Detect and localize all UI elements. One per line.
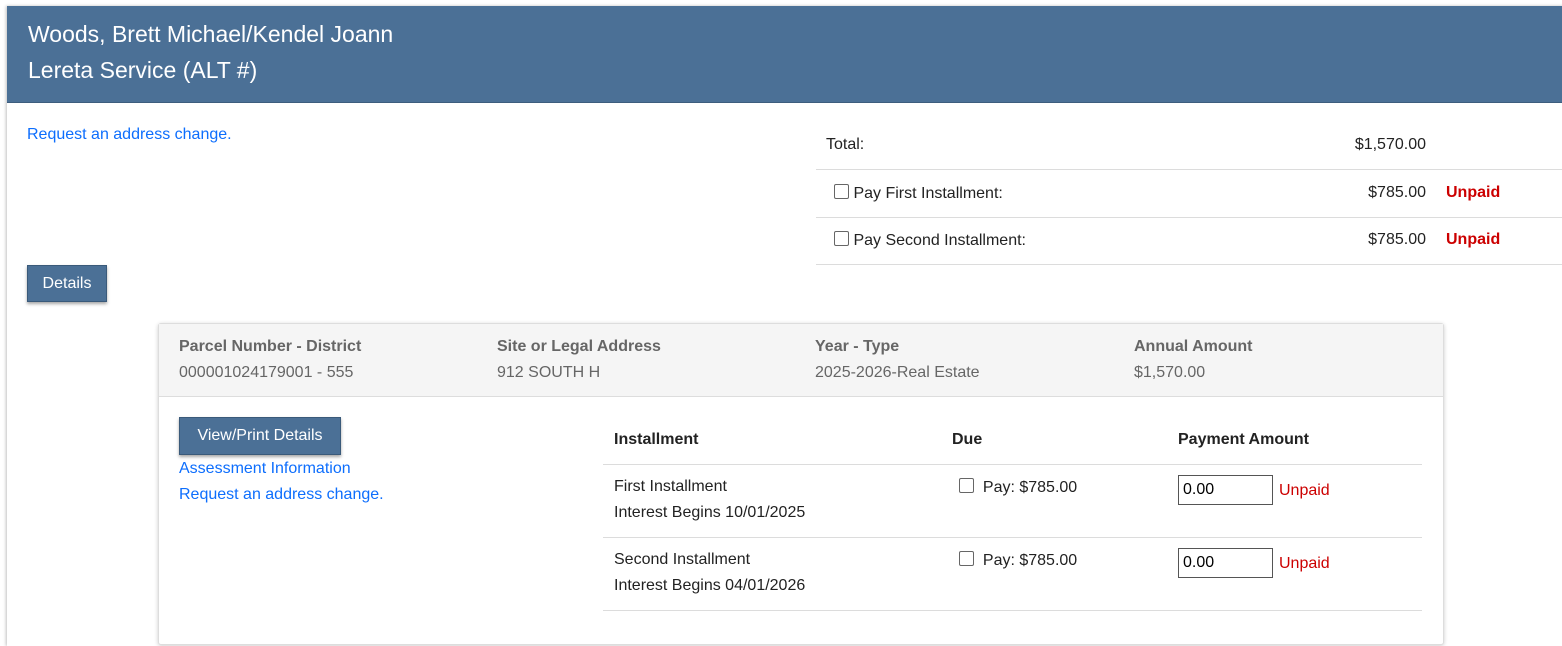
year-type-value: 2025-2026-Real Estate xyxy=(815,364,980,381)
year-type-column: Year - Type 2025-2026-Real Estate xyxy=(815,338,980,382)
header-divider xyxy=(603,464,1422,465)
address-label: Site or Legal Address xyxy=(497,338,661,355)
installment-name: First Installment xyxy=(614,478,727,495)
total-amount: $1,570.00 xyxy=(1354,136,1426,153)
total-label: Total: xyxy=(826,136,865,153)
first-status: Unpaid xyxy=(1446,184,1501,201)
parcel-request-address-change-link[interactable]: Request an address change. xyxy=(179,486,384,503)
due-amount: Pay: $785.00 xyxy=(982,552,1078,569)
payment-status: Unpaid xyxy=(1279,482,1330,499)
view-print-details-button[interactable]: View/Print Details xyxy=(179,417,341,455)
interest-date: Interest Begins 10/01/2025 xyxy=(614,504,806,521)
annual-amount-column: Annual Amount $1,570.00 xyxy=(1134,338,1253,382)
annual-amount-label: Annual Amount xyxy=(1134,338,1253,355)
payment-amount-input[interactable] xyxy=(1178,475,1273,505)
owner-name: Woods, Brett Michael/Kendel Joann xyxy=(28,21,394,47)
request-address-change-link[interactable]: Request an address change. xyxy=(27,126,232,143)
pay-second-installment-checkbox[interactable] xyxy=(834,231,849,246)
payment-amount-input[interactable] xyxy=(1178,548,1273,578)
interest-date: Interest Begins 04/01/2026 xyxy=(614,577,806,594)
parcel-number-column: Parcel Number - District 000001024179001 … xyxy=(179,338,361,382)
parcel-card: Parcel Number - District 000001024179001 … xyxy=(158,323,1444,645)
parcel-header: Parcel Number - District 000001024179001 … xyxy=(159,324,1443,397)
due-header: Due xyxy=(952,431,983,448)
service-name: Lereta Service (ALT #) xyxy=(28,57,258,83)
installment-header: Installment xyxy=(614,431,699,448)
payment-amount-header: Payment Amount xyxy=(1178,431,1309,448)
second-status: Unpaid xyxy=(1446,231,1501,248)
parcel-number-value: 000001024179001 - 555 xyxy=(179,364,354,381)
parcel-number-label: Parcel Number - District xyxy=(179,338,362,355)
pay-first-installment-checkbox[interactable] xyxy=(834,184,849,199)
installment-name: Second Installment xyxy=(614,551,751,568)
table-row: Second Installment Interest Begins 04/01… xyxy=(603,537,1422,611)
pay-first-installment-row: Pay First Installment: $785.00 Unpaid xyxy=(816,170,1562,218)
payment-status: Unpaid xyxy=(1279,555,1330,572)
details-button[interactable]: Details xyxy=(27,265,107,302)
table-row: First Installment Interest Begins 10/01/… xyxy=(603,464,1422,538)
year-type-label: Year - Type xyxy=(815,338,900,355)
pay-second-installment-row: Pay Second Installment: $785.00 Unpaid xyxy=(816,217,1562,265)
due-amount: Pay: $785.00 xyxy=(982,479,1078,496)
total-row: Total: $1,570.00 xyxy=(816,122,1562,170)
annual-amount-value: $1,570.00 xyxy=(1134,364,1206,381)
assessment-information-link[interactable]: Assessment Information xyxy=(179,460,351,477)
address-value: 912 SOUTH H xyxy=(497,364,601,381)
pay-first-label: Pay First Installment: xyxy=(853,185,1003,202)
first-amount: $785.00 xyxy=(1368,184,1426,201)
second-amount: $785.00 xyxy=(1368,231,1426,248)
pay-checkbox[interactable] xyxy=(959,551,974,566)
account-header: Woods, Brett Michael/Kendel Joann Lereta… xyxy=(7,6,1562,103)
address-column: Site or Legal Address 912 SOUTH H xyxy=(497,338,661,382)
pay-checkbox[interactable] xyxy=(959,478,974,493)
pay-second-label: Pay Second Installment: xyxy=(853,232,1026,249)
